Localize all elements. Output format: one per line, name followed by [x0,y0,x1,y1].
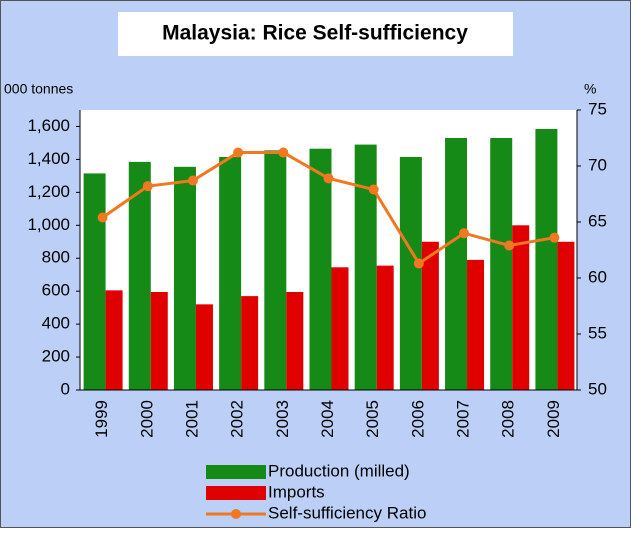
y2-axis-label: % [584,81,596,97]
y2-tick-label: 55 [588,323,607,342]
bar [490,138,513,390]
bar [331,267,349,390]
title-box [118,12,513,56]
line-point [459,228,470,239]
bar [557,241,575,390]
bar [150,292,168,390]
line-point [413,258,424,269]
x-tick-label: 2007 [454,400,473,438]
y-tick-label: 800 [42,248,70,267]
bar [467,259,485,390]
x-tick-label: 2004 [318,400,337,438]
bar [512,225,530,390]
bar [173,166,196,390]
legend-marker [231,509,241,519]
x-tick-label: 2000 [137,400,156,438]
legend-swatch [206,486,266,500]
line-point [187,175,198,186]
y2-tick-label: 50 [588,379,607,398]
y-tick-label: 600 [42,281,70,300]
bar [241,296,259,390]
y2-tick-label: 75 [588,99,607,118]
bar [309,148,332,390]
bar [354,144,377,390]
line-point [549,232,560,243]
x-tick-label: 2003 [273,400,292,438]
bar [128,161,151,390]
line-point [323,173,334,184]
y-tick-label: 400 [42,314,70,333]
y2-tick-label: 60 [588,267,607,286]
bar [286,292,304,390]
line-point [504,240,515,251]
bar [83,173,106,390]
y-tick-label: 200 [42,347,70,366]
y-axis-label: 000 tonnes [4,81,73,97]
bar [421,241,439,390]
bar [219,156,242,390]
bar [376,265,394,390]
x-tick-label: 2001 [182,400,201,438]
bar [535,128,558,391]
line-point [233,147,244,158]
y2-tick-label: 65 [588,211,607,230]
chart-title: Malaysia: Rice Self-sufficiency [162,22,468,45]
x-tick-label: 2008 [499,400,518,438]
bar [399,156,422,390]
line-point [142,181,153,192]
y-tick-label: 1,000 [27,215,70,234]
x-tick-label: 2002 [228,400,247,438]
bar [195,304,213,390]
y-tick-label: 0 [61,379,70,398]
y-tick-label: 1,200 [27,182,70,201]
legend-label: Production (milled) [268,461,410,480]
line-point [278,147,289,158]
legend-label: Self-sufficiency Ratio [268,503,426,522]
legend-swatch [206,465,266,479]
bar [445,138,468,390]
bar [105,290,123,390]
y2-tick-label: 70 [588,155,607,174]
line-point [97,212,108,223]
y-tick-label: 1,400 [27,149,70,168]
bar [264,150,287,390]
legend-label: Imports [268,482,325,501]
x-tick-label: 2006 [408,400,427,438]
x-tick-label: 2009 [544,400,563,438]
x-tick-label: 1999 [92,400,111,438]
y-tick-label: 1,600 [27,116,70,135]
x-tick-label: 2005 [363,400,382,438]
line-point [368,184,379,195]
